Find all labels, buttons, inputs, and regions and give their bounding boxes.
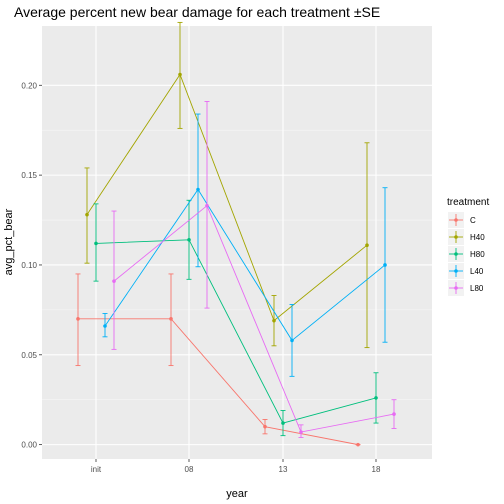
data-point <box>356 442 360 447</box>
series-line <box>78 318 359 446</box>
y-axis-title: avg_pct_bear <box>3 208 15 275</box>
series-l80 <box>111 101 397 438</box>
data-point <box>169 317 173 321</box>
legend-label: L40 <box>470 267 484 276</box>
data-point <box>263 424 267 429</box>
y-tick-label: 0.05 <box>21 351 37 360</box>
legend-item-l40: L40 <box>448 263 484 279</box>
legend-label: H80 <box>470 250 485 259</box>
data-point <box>374 396 378 400</box>
legend-item-h40: H40 <box>448 229 485 245</box>
legend-label: C <box>470 216 476 225</box>
data-point <box>187 238 191 242</box>
y-tick-label: 0.15 <box>21 171 37 180</box>
data-point <box>272 318 276 323</box>
series-layer <box>75 21 397 447</box>
series-c <box>75 273 361 447</box>
data-point <box>365 243 369 247</box>
data-point <box>94 241 98 246</box>
y-axis: 0.00 0.05 0.10 0.15 0.20 <box>21 81 42 450</box>
data-point <box>383 263 387 267</box>
data-point <box>290 338 294 343</box>
data-point <box>196 187 200 192</box>
legend-label: L80 <box>470 284 484 293</box>
data-point <box>85 212 89 217</box>
series-line <box>95 239 377 424</box>
legend-item-l80: L80 <box>448 280 484 296</box>
y-tick-label: 0.10 <box>21 261 37 270</box>
series-line <box>104 188 386 342</box>
series-line <box>86 73 368 322</box>
data-point <box>205 203 209 208</box>
data-point <box>392 412 396 416</box>
data-point <box>281 421 285 425</box>
x-tick-label: 18 <box>372 465 381 474</box>
x-tick-label: 08 <box>185 465 194 474</box>
x-tick-label: 13 <box>279 465 288 474</box>
legend-title: treatment <box>447 197 489 208</box>
legend-label: H40 <box>470 233 485 242</box>
x-tick-label: init <box>91 465 102 474</box>
series-h40 <box>84 21 370 349</box>
legend-item-h80: H80 <box>448 246 485 262</box>
data-point <box>112 279 116 283</box>
legend-item-c: C <box>448 212 476 228</box>
x-axis-title: year <box>226 488 248 500</box>
y-tick-label: 0.00 <box>21 441 37 450</box>
data-point <box>299 430 303 434</box>
x-axis: init 08 13 18 <box>91 459 381 474</box>
series-line <box>113 204 395 433</box>
y-tick-label: 0.20 <box>21 81 37 90</box>
series-l40 <box>102 113 388 377</box>
series-h80 <box>93 199 379 437</box>
data-point <box>178 72 182 77</box>
legend: treatment C H40 H80 L40 L80 <box>447 197 489 296</box>
data-point <box>76 317 80 321</box>
data-point <box>103 324 107 328</box>
chart-title: Average percent new bear damage for each… <box>14 4 380 20</box>
